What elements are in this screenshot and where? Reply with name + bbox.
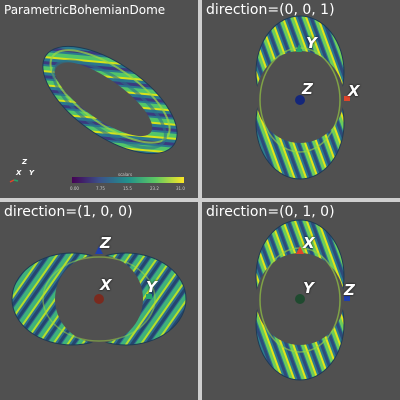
viewport-direction-x[interactable]: direction=(1, 0, 0) Z X Y bbox=[0, 202, 198, 400]
viewport-title: direction=(0, 1, 0) bbox=[206, 204, 335, 220]
viewport-direction-z[interactable]: direction=(0, 0, 1) Y Z X bbox=[202, 0, 400, 198]
bohemian-dome-surface[interactable] bbox=[202, 202, 400, 400]
axis-label-z: Z bbox=[302, 82, 313, 97]
axis-label-z: Z bbox=[344, 283, 355, 298]
viewport-title: direction=(1, 0, 0) bbox=[4, 204, 133, 220]
axis-label-y: Y bbox=[146, 280, 157, 295]
scalar-tick-3: 23.2 bbox=[150, 186, 159, 191]
axis-label-x: X bbox=[100, 278, 112, 293]
orientation-axes-icon bbox=[8, 176, 20, 184]
axis-label-x: X bbox=[303, 236, 315, 251]
scalar-tick-0: 0.00 bbox=[70, 186, 79, 191]
axis-label-z: Z bbox=[100, 236, 111, 251]
orientation-z-label: Z bbox=[22, 158, 27, 166]
orientation-y-label: Y bbox=[29, 169, 34, 177]
viewport-title: ParametricBohemianDome bbox=[4, 3, 165, 17]
viewport-main[interactable]: ParametricBohemianDome Z X Y scalars 0.0… bbox=[0, 0, 198, 198]
bohemian-dome-surface[interactable] bbox=[0, 202, 198, 400]
axis-label-x: X bbox=[348, 84, 360, 99]
scalar-tick-4: 31.0 bbox=[176, 186, 185, 191]
scalar-tick-2: 15.5 bbox=[123, 186, 132, 191]
viewport-direction-y[interactable]: direction=(0, 1, 0) X Y Z bbox=[202, 202, 400, 400]
axis-label-y: Y bbox=[306, 36, 317, 51]
bohemian-dome-surface[interactable] bbox=[202, 0, 400, 198]
scalar-tick-1: 7.75 bbox=[96, 186, 105, 191]
axis-label-y: Y bbox=[303, 281, 314, 296]
x-axis-marker-icon bbox=[94, 294, 104, 304]
viewport-title: direction=(0, 0, 1) bbox=[206, 2, 335, 18]
scalar-bar-gradient bbox=[72, 177, 184, 183]
